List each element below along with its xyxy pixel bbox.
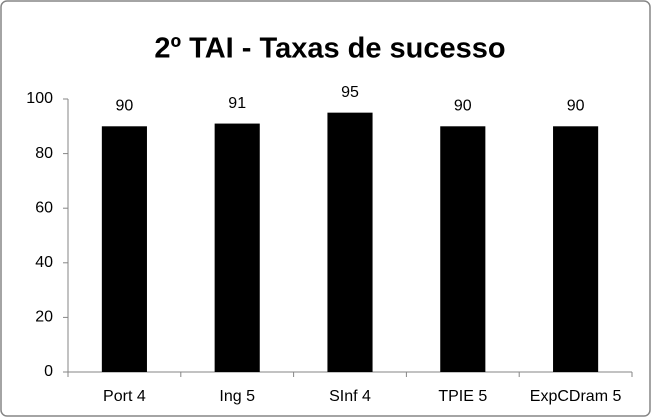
y-tick-label: 100 <box>26 90 53 107</box>
y-tick-label: 60 <box>35 199 53 216</box>
data-label: 90 <box>567 98 585 115</box>
bar <box>440 126 486 372</box>
bar <box>214 123 260 372</box>
y-tick-label: 80 <box>35 145 53 162</box>
x-tick-label: SInf 4 <box>329 388 371 405</box>
data-label: 90 <box>454 98 472 115</box>
y-tick-label: 0 <box>44 363 53 380</box>
chart-title: 2º TAI - Taxas de sucesso <box>154 33 505 65</box>
bar <box>101 126 147 372</box>
bar <box>327 112 373 373</box>
x-tick-label: Port 4 <box>103 388 146 405</box>
data-label: 90 <box>116 98 134 115</box>
bar <box>553 126 599 372</box>
x-tick-label: ExpCDram 5 <box>530 388 622 405</box>
x-tick-label: Ing 5 <box>219 388 255 405</box>
data-label: 91 <box>228 95 246 112</box>
y-tick-label: 20 <box>35 309 53 326</box>
x-tick-label: TPIE 5 <box>438 388 487 405</box>
y-tick-label: 40 <box>35 254 53 271</box>
data-label: 95 <box>341 84 359 101</box>
